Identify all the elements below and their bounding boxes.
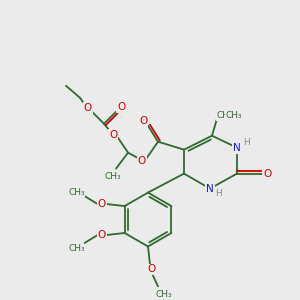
Text: CH₃: CH₃: [156, 290, 172, 299]
Text: O: O: [139, 116, 147, 126]
Text: O: O: [148, 264, 156, 274]
Text: H: H: [243, 138, 249, 147]
Text: N: N: [206, 184, 214, 194]
Text: CH₃: CH₃: [68, 188, 85, 196]
Text: O: O: [84, 103, 92, 113]
Text: CH₃: CH₃: [105, 172, 121, 181]
Text: O: O: [109, 130, 117, 140]
Text: O: O: [98, 199, 106, 209]
Text: CH₃: CH₃: [217, 111, 233, 120]
Text: N: N: [233, 143, 241, 153]
Text: CH₃: CH₃: [68, 244, 85, 253]
Text: O: O: [138, 156, 146, 166]
Text: O: O: [117, 102, 125, 112]
Text: O: O: [263, 169, 271, 178]
Text: O: O: [98, 230, 106, 240]
Text: CH₃: CH₃: [225, 111, 242, 120]
Text: H: H: [216, 189, 222, 198]
